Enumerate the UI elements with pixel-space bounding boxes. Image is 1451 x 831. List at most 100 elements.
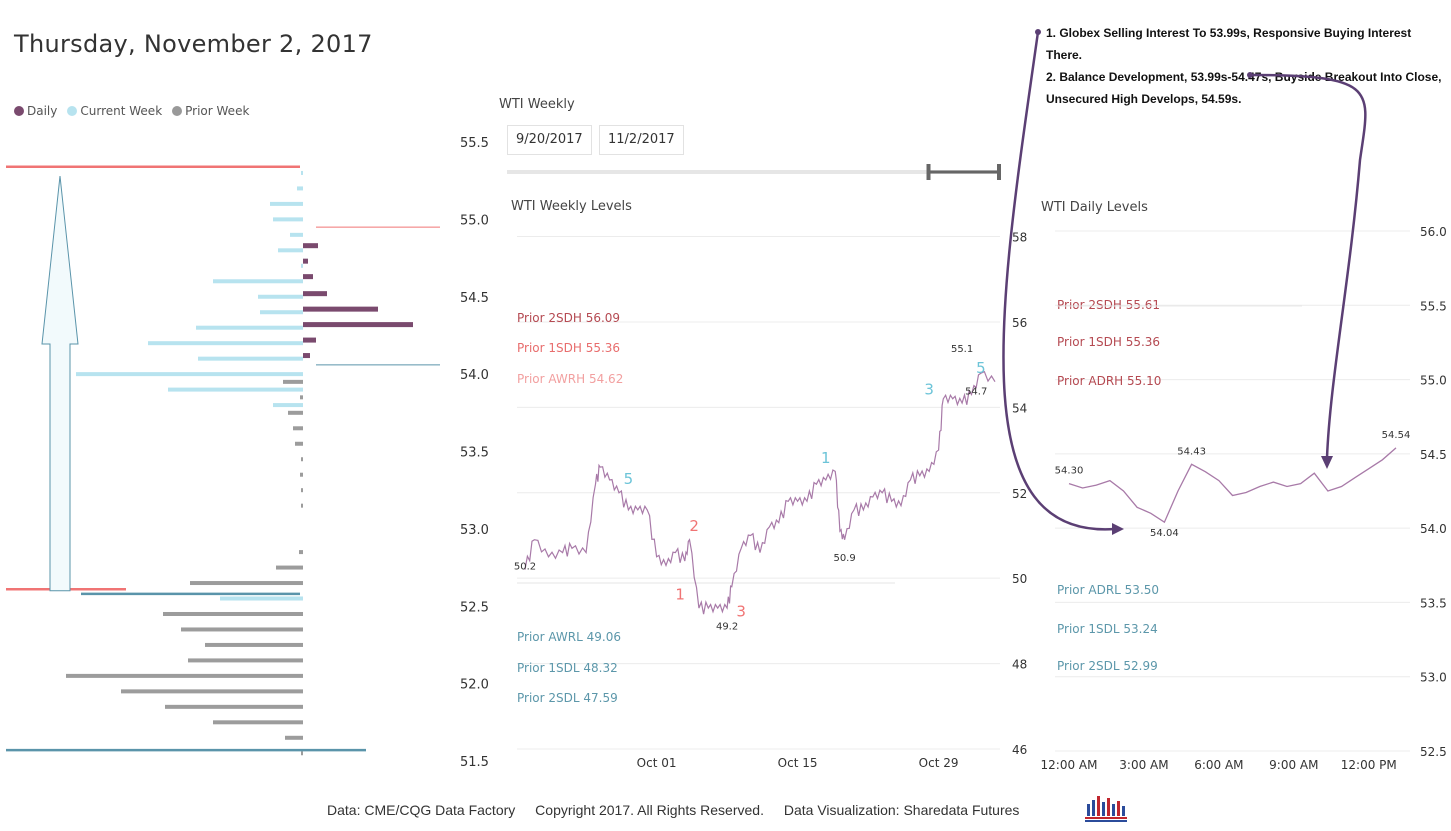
weekly-price-label: 49.2 xyxy=(716,621,738,632)
daily-level-label: Prior 1SDL 53.24 xyxy=(1057,622,1158,636)
weekly-level-label: Prior 1SDH 55.36 xyxy=(517,341,620,355)
weekly-level-label: Prior 1SDL 48.32 xyxy=(517,661,618,675)
daily-price-line xyxy=(1068,447,1397,524)
daily-price-label: 54.04 xyxy=(1150,528,1179,539)
daily-bar xyxy=(303,243,318,249)
profile-y-tick: 55.5 xyxy=(460,136,489,151)
prior-week-bar xyxy=(121,689,303,694)
weekly-level-label: Prior AWRH 54.62 xyxy=(517,372,623,386)
daily-level-label: Prior 1SDH 55.36 xyxy=(1057,335,1160,349)
notes: 1. Globex Selling Interest To 53.99s, Re… xyxy=(1046,22,1446,110)
current-week-bar xyxy=(301,263,303,268)
prior-week-bar xyxy=(295,441,303,446)
profile-y-tick: 54.0 xyxy=(460,368,489,383)
daily-y-tick: 54.5 xyxy=(1420,448,1447,462)
current-week-bar xyxy=(220,596,303,601)
weekly-wave-label: 1 xyxy=(675,586,685,604)
legend-label-prior-week: Prior Week xyxy=(185,104,250,118)
weekly-level-label: Prior 2SDH 56.09 xyxy=(517,311,620,325)
current-week-bar xyxy=(76,372,303,377)
current-week-bar xyxy=(270,201,303,206)
daily-bar xyxy=(303,258,308,264)
legend: Daily Current Week Prior Week xyxy=(14,104,249,118)
current-week-bar xyxy=(198,356,303,361)
prior-week-bar xyxy=(300,472,303,477)
weekly-wave-label: 1 xyxy=(821,449,831,467)
prior-week-bar xyxy=(190,581,303,586)
prior-week-bar xyxy=(285,735,303,740)
profile-y-tick: 54.5 xyxy=(460,291,489,306)
profile-y-tick: 53.0 xyxy=(460,523,489,538)
daily-x-tick: 12:00 PM xyxy=(1341,758,1397,772)
profile-y-tick: 53.5 xyxy=(460,446,489,461)
daily-y-tick: 54.0 xyxy=(1420,522,1447,536)
daily-level-label: Prior ADRL 53.50 xyxy=(1057,583,1159,597)
current-week-bar xyxy=(297,186,303,191)
prior-week-bar xyxy=(288,410,303,415)
note-line-3: Unsecured High Develops, 54.59s. xyxy=(1046,92,1242,106)
profile-y-tick: 51.5 xyxy=(460,755,489,770)
profile-y-tick: 55.0 xyxy=(460,213,489,228)
legend-item-current-week[interactable]: Current Week xyxy=(67,104,162,118)
daily-bar xyxy=(303,306,378,312)
page-title: Thursday, November 2, 2017 xyxy=(14,30,373,58)
start-date-input[interactable]: 9/20/2017 xyxy=(507,125,592,155)
current-week-bar xyxy=(196,325,303,330)
daily-y-tick: 55.0 xyxy=(1420,374,1447,388)
weekly-chart-title: WTI Weekly Levels xyxy=(511,199,632,214)
daily-level-label: Prior 2SDH 55.61 xyxy=(1057,298,1160,312)
weekly-price-label: 50.2 xyxy=(514,562,536,573)
weekly-wave-label: 2 xyxy=(689,517,699,535)
prior-week-bar xyxy=(276,565,303,570)
prior-week-bar xyxy=(181,627,303,632)
weekly-y-tick: 46 xyxy=(1012,743,1027,757)
daily-price-label: 54.43 xyxy=(1177,446,1206,457)
weekly-y-tick: 50 xyxy=(1012,572,1027,586)
note-1-arrowhead xyxy=(1112,523,1124,535)
weekly-panel-title: WTI Weekly xyxy=(499,97,575,112)
weekly-x-tick: Oct 29 xyxy=(919,756,959,770)
volume-profile-chart: 55.5 55.0 54.5 54.0 53.5 53.0 52.5 52.0 51.5 xyxy=(6,136,489,770)
current-week-bar xyxy=(258,294,303,299)
prior-week-bar xyxy=(301,457,303,462)
weekly-wave-label: 5 xyxy=(976,359,986,377)
note-arrows xyxy=(1002,29,1367,535)
prior-week-bar xyxy=(163,611,303,616)
prior-week-bar xyxy=(301,488,303,493)
weekly-price-label: 55.1 xyxy=(951,344,973,355)
prior-week-bar xyxy=(293,426,303,431)
daily-y-tick: 53.0 xyxy=(1420,671,1447,685)
legend-dot-daily xyxy=(14,106,24,116)
legend-dot-prior-week xyxy=(172,106,183,116)
daily-y-tick: 56.0 xyxy=(1420,225,1447,239)
weekly-y-tick: 54 xyxy=(1012,401,1027,415)
footer-source: Data: CME/CQG Data Factory xyxy=(327,802,516,818)
date-range-slider[interactable] xyxy=(507,164,1001,180)
prior-week-bar xyxy=(300,395,303,400)
legend-item-prior-week[interactable]: Prior Week xyxy=(172,104,249,118)
daily-y-tick: 52.5 xyxy=(1420,745,1447,759)
profile-y-tick: 52.0 xyxy=(460,678,489,693)
weekly-y-tick: 52 xyxy=(1012,487,1027,501)
daily-x-tick: 12:00 AM xyxy=(1041,758,1098,772)
weekly-price-line xyxy=(524,370,996,615)
prior-week-bar xyxy=(66,673,303,678)
daily-bar xyxy=(303,353,310,359)
end-date-input[interactable]: 11/2/2017 xyxy=(599,125,684,155)
weekly-wave-label: 3 xyxy=(736,603,746,621)
daily-x-tick: 3:00 AM xyxy=(1119,758,1168,772)
daily-bar xyxy=(303,274,313,280)
daily-price-label: 54.54 xyxy=(1382,430,1411,441)
weekly-y-tick: 56 xyxy=(1012,316,1027,330)
daily-x-tick: 9:00 AM xyxy=(1269,758,1318,772)
daily-y-tick: 55.5 xyxy=(1420,299,1447,313)
weekly-x-tick: Oct 15 xyxy=(778,756,818,770)
legend-item-daily[interactable]: Daily xyxy=(14,104,57,118)
prior-week-bar xyxy=(213,720,303,725)
prior-week-bar xyxy=(299,550,303,555)
legend-dot-current-week xyxy=(67,106,78,116)
footer-copyright: Copyright 2017. All Rights Reserved. xyxy=(535,802,764,818)
note-2-arrowhead xyxy=(1321,456,1333,469)
daily-bar xyxy=(303,322,413,328)
